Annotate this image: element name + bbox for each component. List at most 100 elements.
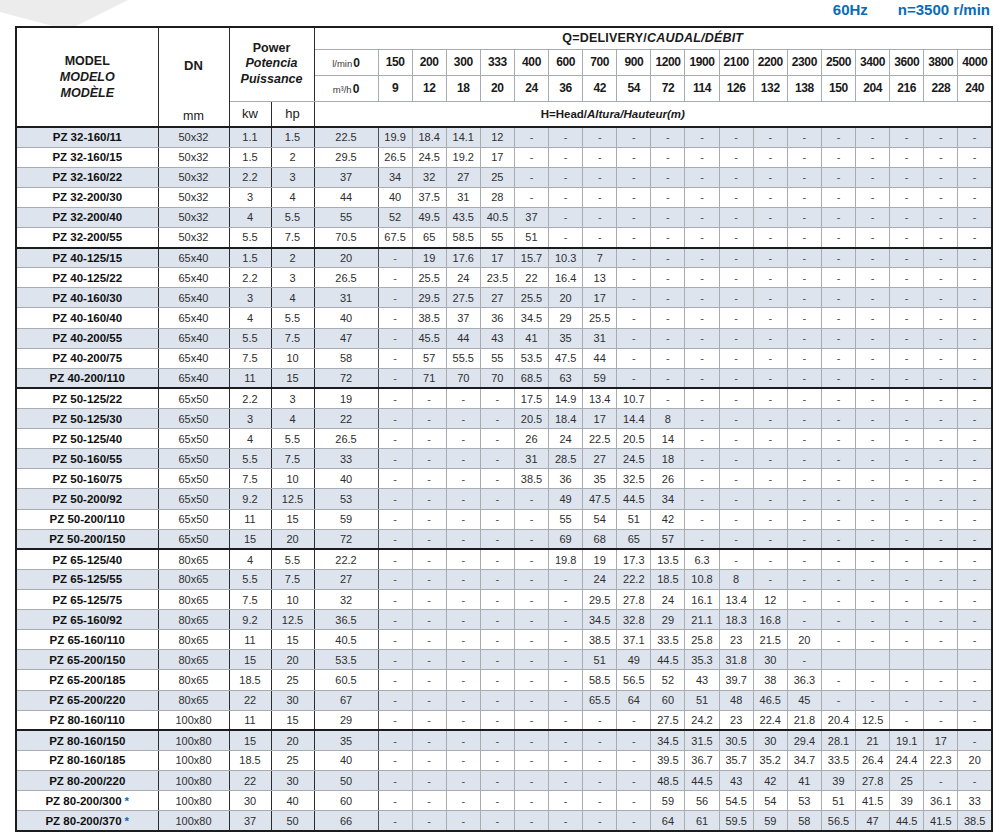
head-cell: - — [856, 690, 890, 710]
head-cell: - — [924, 710, 958, 730]
dn-cell: 50x32 — [158, 228, 229, 248]
head-title: H=Head/Altura/Hauteur(m) — [314, 101, 992, 127]
head-cell: - — [753, 388, 787, 408]
model-name: PZ 50-125/40 — [52, 433, 122, 445]
head-cell: 24.5 — [617, 449, 651, 469]
power-label-fr: Puissance — [230, 72, 314, 88]
head-cell: 22.4 — [753, 710, 787, 730]
dn-cell: 65x40 — [158, 348, 229, 368]
flow-unit-lmin: l/min0 — [314, 49, 378, 75]
head-cell: - — [958, 469, 992, 489]
head-cell: - — [958, 288, 992, 308]
head-cell: 18.4 — [412, 127, 446, 147]
head-cell: 44.5 — [890, 811, 924, 831]
head-cell: - — [378, 248, 412, 268]
head-cell: - — [412, 409, 446, 429]
head-cell: - — [958, 248, 992, 268]
model-cell: PZ 50-125/40 — [16, 429, 158, 449]
head-cell: 66 — [314, 811, 378, 831]
kw-cell: 9.2 — [229, 610, 271, 630]
head-cell: 60.5 — [314, 670, 378, 690]
head-cell: - — [958, 569, 992, 589]
model-cell: PZ 65-160/110 — [16, 630, 158, 650]
head-cell: 41 — [787, 771, 821, 791]
hp-cell: 15 — [271, 630, 314, 650]
head-cell: - — [412, 670, 446, 690]
head-cell: 27 — [314, 569, 378, 589]
head-cell: - — [890, 569, 924, 589]
head-cell: - — [890, 388, 924, 408]
flow-m3h-value: 24 — [514, 75, 548, 101]
hp-cell: 12.5 — [271, 610, 314, 630]
head-cell: - — [378, 449, 412, 469]
table-row: PZ 40-200/5565x405.57.547-45.54443413531… — [16, 328, 992, 348]
kw-cell: 4 — [229, 429, 271, 449]
head-cell: - — [821, 529, 855, 549]
head-cell: 17 — [583, 409, 617, 429]
head-cell: 44 — [314, 187, 378, 207]
head-cell: - — [549, 127, 583, 147]
head-cell: - — [958, 610, 992, 630]
model-name: PZ 65-200/185 — [49, 674, 125, 686]
head-cell: - — [480, 730, 514, 750]
model-name: PZ 65-200/220 — [49, 694, 125, 706]
head-cell: 25.8 — [685, 630, 719, 650]
head-cell: 19.8 — [549, 549, 583, 569]
head-cell: 34 — [378, 167, 412, 187]
kw-cell: 1.5 — [229, 147, 271, 167]
head-cell: - — [685, 489, 719, 509]
head-cell: 17.5 — [514, 388, 548, 408]
head-cell: 15.7 — [514, 248, 548, 268]
head-cell: - — [549, 670, 583, 690]
head-cell: - — [446, 449, 480, 469]
table-row: PZ 50-125/3065x503422----20.518.41714.48… — [16, 409, 992, 429]
head-cell: 7 — [583, 248, 617, 268]
head-cell: - — [480, 750, 514, 770]
table-row: PZ 80-160/110100x80111529--------27.524.… — [16, 710, 992, 730]
head-cell: 32 — [314, 590, 378, 610]
head-cell: 34.7 — [787, 750, 821, 770]
model-cell: PZ 65-125/55 — [16, 569, 158, 589]
power-label-es: Potencia — [230, 56, 314, 72]
kw-cell: 3 — [229, 409, 271, 429]
flow-lmin-value: 200 — [412, 49, 446, 75]
kw-cell: 30 — [229, 791, 271, 811]
kw-cell: 3 — [229, 288, 271, 308]
table-row: PZ 50-160/5565x505.57.533----3128.52724.… — [16, 449, 992, 469]
head-cell: 16.8 — [753, 610, 787, 630]
dn-cell: 65x50 — [158, 388, 229, 408]
head-cell: 35.2 — [753, 750, 787, 770]
head-cell: - — [856, 590, 890, 610]
head-cell: - — [821, 308, 855, 328]
head-cell — [958, 650, 992, 670]
head-cell: 40.5 — [314, 630, 378, 650]
head-cell: 37.5 — [412, 187, 446, 207]
head-cell: 40 — [314, 308, 378, 328]
head-cell: 36.3 — [787, 670, 821, 690]
table-row: PZ 65-160/9280x659.212.536.5------34.532… — [16, 610, 992, 630]
head-cell: - — [446, 469, 480, 489]
kw-cell: 15 — [229, 529, 271, 549]
model-cell: PZ 40-200/55 — [16, 328, 158, 348]
head-cell: 23.5 — [480, 268, 514, 288]
head-cell: - — [685, 127, 719, 147]
head-cell: - — [719, 348, 753, 368]
hp-cell: 30 — [271, 690, 314, 710]
head-cell: - — [719, 328, 753, 348]
head-cell: - — [958, 489, 992, 509]
model-cell: PZ 65-200/150 — [16, 650, 158, 670]
head-cell: - — [890, 167, 924, 187]
flow-m3h-value: 18 — [446, 75, 480, 101]
kw-cell: 5.5 — [229, 328, 271, 348]
kw-cell: 37 — [229, 811, 271, 831]
frequency-label: 60Hz — [833, 1, 868, 18]
table-row: PZ 32-160/1150x321.11.522.519.918.414.11… — [16, 127, 992, 147]
table-row: PZ 50-125/2265x502.2319----17.514.913.41… — [16, 388, 992, 408]
head-cell: 25.5 — [412, 268, 446, 288]
head-cell: - — [890, 368, 924, 388]
head-cell: - — [924, 409, 958, 429]
head-cell: 40 — [314, 750, 378, 770]
head-cell: - — [821, 469, 855, 489]
head-cell: - — [685, 529, 719, 549]
head-cell: - — [924, 509, 958, 529]
